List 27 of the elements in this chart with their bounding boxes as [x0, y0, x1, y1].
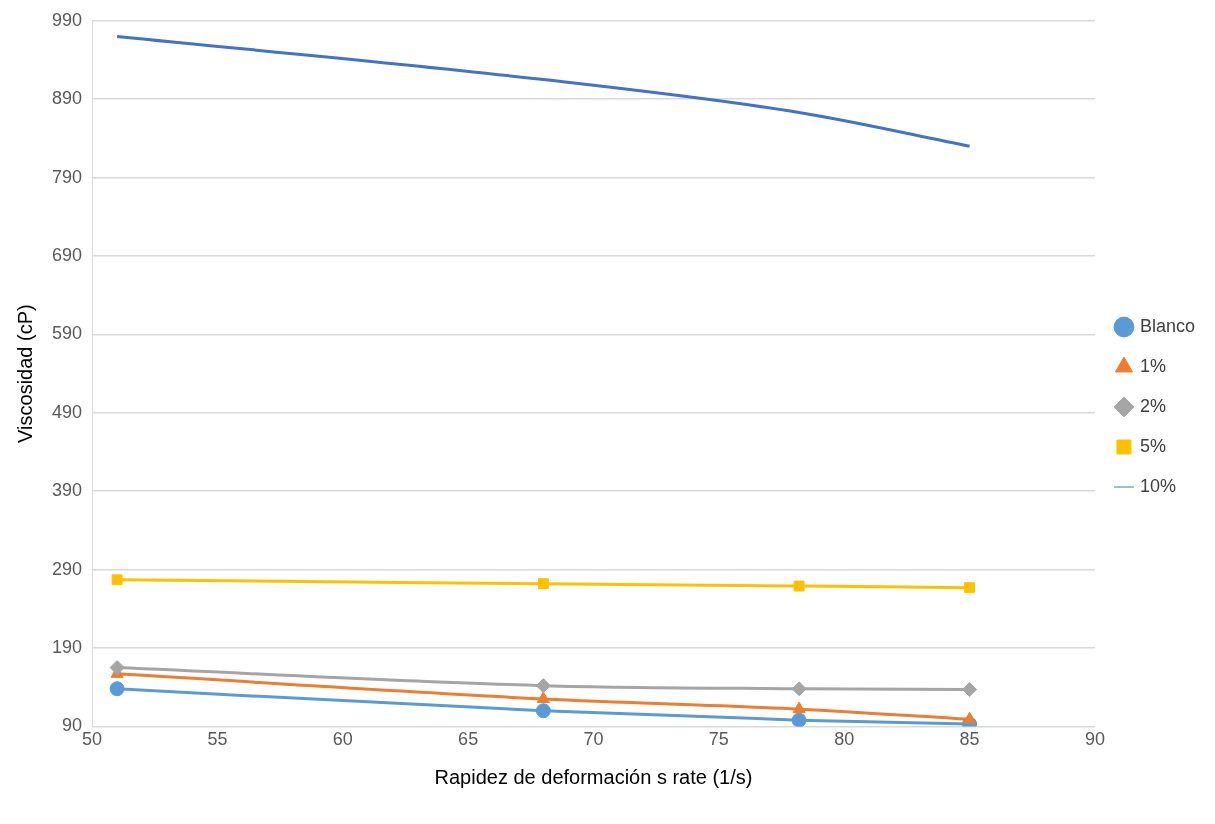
- x-tick-label: 75: [708, 729, 729, 750]
- y-tick-label: 590: [51, 323, 83, 344]
- y-tick-label: 890: [51, 88, 83, 109]
- y-tick-label: 390: [51, 480, 83, 501]
- y-tick-label: 290: [51, 558, 83, 579]
- x-tick-label: 85: [959, 729, 980, 750]
- x-tick-label: 70: [583, 729, 604, 750]
- y-tick-label: 90: [62, 715, 83, 736]
- line-series: [115, 34, 972, 148]
- x-tick-label: 80: [834, 729, 855, 750]
- y-tick-label: 190: [51, 636, 83, 657]
- y-tick-label: 990: [51, 9, 83, 30]
- legend-label: 2%: [1139, 395, 1166, 416]
- y-axis-title: Viscosidad (cP): [13, 304, 36, 443]
- y-tick-label: 490: [51, 401, 83, 422]
- legend-label: Blanco: [1139, 315, 1196, 336]
- legend-label: 10%: [1139, 475, 1176, 496]
- x-axis-title: Rapidez de deformación s rate (1/s): [434, 765, 753, 788]
- x-tick-label: 60: [332, 729, 353, 750]
- legend-label: 1%: [1139, 355, 1166, 376]
- y-tick-label: 790: [51, 166, 83, 187]
- x-tick-label: 65: [458, 729, 479, 750]
- x-tick-label: 55: [207, 729, 228, 750]
- x-tick-label: 50: [82, 729, 103, 750]
- legend-label: 5%: [1139, 435, 1166, 456]
- y-tick-label: 690: [51, 244, 83, 265]
- x-tick-label: 90: [1084, 729, 1105, 750]
